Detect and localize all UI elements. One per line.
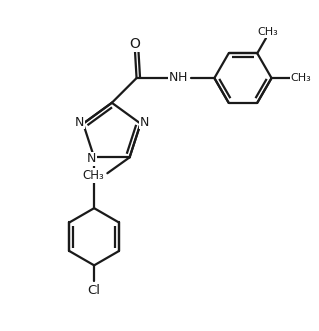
Text: H: H (177, 71, 187, 84)
Text: N: N (75, 116, 84, 128)
Text: CH₃: CH₃ (290, 73, 311, 83)
Text: CH₃: CH₃ (257, 27, 278, 37)
Text: Cl: Cl (88, 284, 100, 297)
Text: O: O (130, 37, 140, 51)
Text: CH₃: CH₃ (82, 169, 104, 182)
Text: N: N (86, 153, 96, 166)
Text: N: N (140, 116, 149, 128)
Text: N: N (168, 71, 178, 84)
